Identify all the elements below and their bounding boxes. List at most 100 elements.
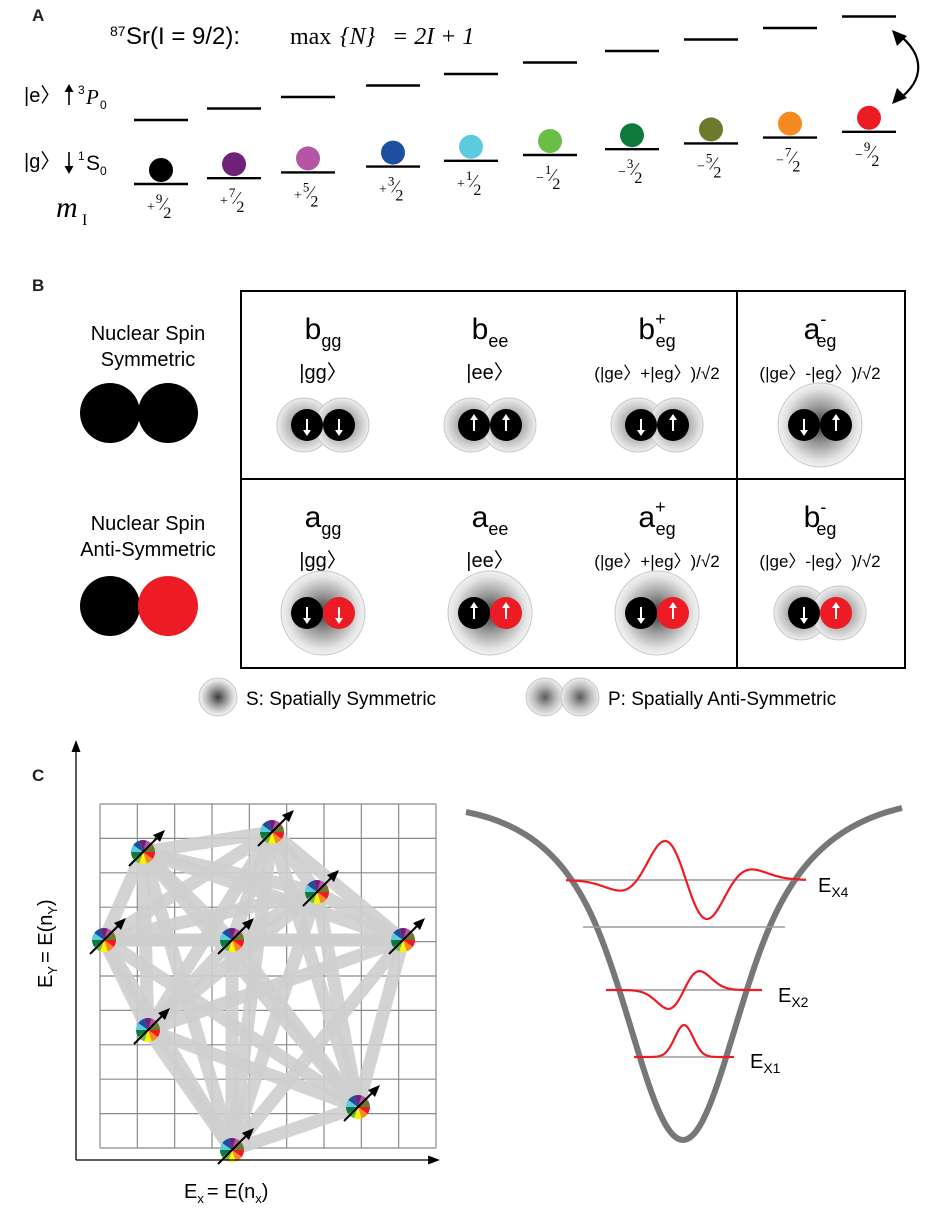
wheel-slice xyxy=(144,1030,152,1043)
state-symbol-r1c1: aee xyxy=(472,501,509,539)
wheel-slice xyxy=(399,940,407,952)
spin-arrow-head-icon xyxy=(502,414,510,420)
spin-arrow-head-icon xyxy=(470,414,478,420)
spin-arrow-line xyxy=(217,923,249,955)
mi-value-8: −7⁄2 xyxy=(776,145,800,176)
wheel-slice xyxy=(139,840,147,852)
panel-label-c: C xyxy=(32,766,45,785)
wheel-slice xyxy=(232,1150,242,1162)
wheel-slice xyxy=(305,884,317,892)
spin-arrow-line xyxy=(302,875,334,907)
spin-arrow-head-icon xyxy=(303,618,311,624)
wheel-slice xyxy=(358,1107,370,1115)
potential-well xyxy=(465,805,903,1144)
state-symbol-r1c2: a+ eg xyxy=(638,497,675,539)
wheel-slice xyxy=(138,1018,148,1030)
row-label-1-line2: Symmetric xyxy=(101,349,195,371)
wheel-slice xyxy=(139,852,147,865)
spin-arrow-line xyxy=(343,1090,375,1122)
svg-text:Ex= E(nx): Ex = E(nx) xyxy=(184,1181,268,1206)
atom-dot-9 xyxy=(857,105,881,130)
spin-arrow-line xyxy=(89,923,121,955)
wheel-slice xyxy=(262,820,272,832)
mi-levels: +9⁄2 +7⁄2 +5⁄2 +3⁄2 +1⁄2 −1⁄2 −3⁄2 −5⁄2 −7⁄2 −9⁄2 xyxy=(134,15,896,222)
wheel-slice xyxy=(222,1138,232,1150)
atom-dot-8 xyxy=(778,111,802,136)
row1-spin-ball-left xyxy=(80,383,140,443)
y-axis-title: EY= E(nY) xyxy=(35,899,60,988)
wheel-slice xyxy=(148,1030,158,1042)
state-ket-r1c3: (|ge〉-|eg〉)/√2 xyxy=(759,552,880,571)
wheel-slice xyxy=(268,820,276,832)
wheel-slice xyxy=(100,940,108,952)
wheel-slice xyxy=(307,880,317,892)
wavefunction-x2 xyxy=(606,970,762,1010)
mi-value-3: +3⁄2 xyxy=(379,174,403,205)
excited-term-sub: 0 xyxy=(100,98,107,112)
wheel-slice xyxy=(268,832,276,844)
wheel-slice xyxy=(403,940,415,948)
wheel-slice xyxy=(220,932,232,940)
spin-arrow-head-icon xyxy=(335,618,343,624)
wavefunction-x1 xyxy=(634,1023,734,1059)
panel-a: 87 Sr(I = 9/2): max {N} = 2I + 1 |e〉 3 P… xyxy=(24,15,920,229)
spin-arrow-icon xyxy=(242,918,254,930)
ground-term-sup: 1 xyxy=(78,149,85,163)
mi-value-4: +1⁄2 xyxy=(457,168,481,199)
energy-label-x2: EX2 xyxy=(778,985,809,1010)
state-symbol-r0c2: b+ eg xyxy=(638,309,675,351)
atom-dot-3 xyxy=(381,140,405,165)
atom-dot-4 xyxy=(459,134,483,159)
spin-arrow-line xyxy=(133,1013,165,1045)
wheel-slice xyxy=(133,840,143,852)
ground-term-sub: 0 xyxy=(100,164,107,178)
atom-dot-6 xyxy=(620,123,644,148)
wheel-slice xyxy=(228,928,236,940)
spin-arrow-line xyxy=(388,923,420,955)
wheel-slice xyxy=(94,928,104,940)
state-symbol-r0c1: bee xyxy=(472,313,509,351)
spin-arrow-line xyxy=(128,835,160,867)
wheel-slice xyxy=(354,1094,362,1107)
energy-label-x4: EX4 xyxy=(818,875,849,900)
wheel-slice xyxy=(313,892,321,904)
wavefunction-x4 xyxy=(565,839,807,921)
state-ket-r1c2: (|ge〉+|eg〉)/√2 xyxy=(594,552,719,571)
state-symbol-r1c3: b-eg xyxy=(804,497,837,539)
wheel-slice xyxy=(232,940,242,952)
state-ket-r0c1: |ee〉 xyxy=(466,362,513,384)
atom-dot-0 xyxy=(149,158,173,182)
wheel-slice xyxy=(136,1022,148,1030)
state-symbol-r0c0: bgg xyxy=(305,313,342,351)
spin-arrow-head-icon xyxy=(502,602,510,608)
wheel-slice xyxy=(144,1018,152,1030)
spin-arrow-icon xyxy=(327,870,339,882)
state-symbol-r0c3: a-eg xyxy=(804,309,837,351)
interaction-edge-7-8 xyxy=(225,1100,365,1157)
atom-dot-1 xyxy=(222,152,246,177)
mi-value-7: −5⁄2 xyxy=(697,150,721,181)
atom-dot-5 xyxy=(538,129,562,153)
interaction-edge-2-3 xyxy=(97,885,324,947)
wheel-slice xyxy=(403,940,413,952)
wheel-slice xyxy=(92,932,104,940)
wheel-slice xyxy=(104,940,114,952)
formula-isotope: Sr(I = 9/2): xyxy=(126,23,240,50)
wheel-slice xyxy=(232,940,244,948)
excited-term-sup: 3 xyxy=(78,83,85,97)
transition-arrow-up-icon xyxy=(892,30,907,46)
formula-rhs: = 2I + 1 xyxy=(392,24,474,50)
interaction-edge-2-7 xyxy=(310,885,365,1114)
interaction-edge-4-7 xyxy=(225,933,365,1114)
panel-c: EY= E(nY) Ex = E(nx) EX4 EX2 EX1 xyxy=(35,740,903,1206)
spin-arrow-head-icon xyxy=(637,618,645,624)
wheel-slice xyxy=(313,880,321,892)
legend-p-label: P: Spatially Anti-Symmetric xyxy=(608,689,836,710)
excited-ket: |e〉 xyxy=(24,85,60,107)
mi-value-0: +9⁄2 xyxy=(147,191,171,222)
spin-arrow-icon xyxy=(153,830,165,842)
interaction-edge-2-5 xyxy=(310,885,410,947)
mi-label: m xyxy=(56,191,78,224)
interaction-edge-5-7 xyxy=(351,933,410,1114)
state-ket-r0c2: (|ge〉+|eg〉)/√2 xyxy=(594,364,719,383)
